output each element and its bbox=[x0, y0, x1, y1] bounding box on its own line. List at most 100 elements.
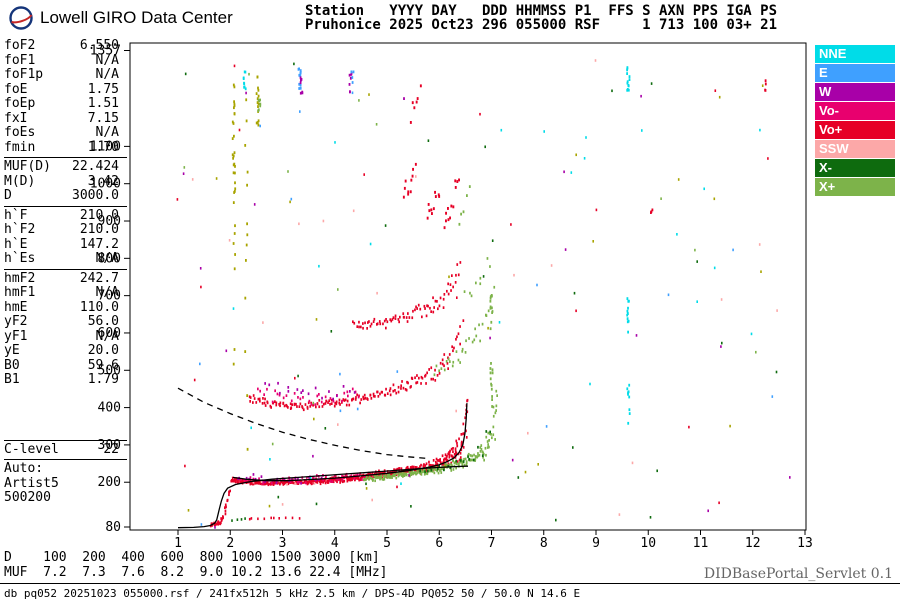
legend-item-e: E bbox=[815, 64, 895, 82]
x-tick-label: 11 bbox=[693, 536, 709, 551]
param-value: 1.70 bbox=[87, 139, 119, 155]
scaled-trace-fit bbox=[232, 403, 468, 482]
param-group-divider bbox=[4, 268, 127, 270]
legend-item-x+: X+ bbox=[815, 178, 895, 196]
param-label: h`E bbox=[4, 236, 28, 252]
param-label: hmE bbox=[4, 299, 28, 315]
param-label: B0 bbox=[4, 357, 20, 373]
param-row: hmE 110.0 bbox=[4, 299, 127, 316]
param-row: hmF2 242.7 bbox=[4, 270, 127, 287]
logo-text: Lowell GIRO Data Center bbox=[40, 8, 233, 27]
param-row: h`F 210.0 bbox=[4, 207, 127, 224]
y-tick-label: 80 bbox=[105, 520, 121, 535]
param-row: M(D) 3.42 bbox=[4, 173, 127, 190]
legend-item-ssw: SSW bbox=[815, 140, 895, 158]
param-label: yE bbox=[4, 343, 20, 358]
true-height-profile bbox=[177, 465, 468, 529]
param-row: h`E 147.2 bbox=[4, 236, 127, 253]
footer-divider bbox=[0, 583, 900, 584]
muf-row: MUF 7.2 7.3 7.6 8.2 9.0 10.2 13.6 22.4 [… bbox=[4, 564, 388, 580]
param-row: h`F2 210.0 bbox=[4, 222, 127, 238]
param-label: foEs bbox=[4, 125, 36, 140]
param-value: 56.0 bbox=[87, 314, 119, 329]
y-tick-label: 300 bbox=[98, 438, 121, 453]
station-header: Station YYYY DAY DDD HHMMSS P1 FFS S AXN… bbox=[305, 4, 777, 32]
y-tick-label: 400 bbox=[98, 401, 121, 416]
param-value: N/A bbox=[95, 328, 119, 344]
c-level-divider-top bbox=[4, 439, 127, 441]
x-tick-label: 10 bbox=[640, 536, 656, 551]
param-value: 3.42 bbox=[87, 173, 119, 189]
echo-direction-legend: NNE E W Vo- Vo+ SSW X- X+ bbox=[815, 45, 895, 197]
param-value: N/A bbox=[95, 125, 119, 140]
param-value: 20.0 bbox=[87, 343, 119, 358]
autoscaling-line: Artist5 bbox=[4, 475, 59, 491]
param-row: yF2 56.0 bbox=[4, 314, 127, 330]
giro-globe-icon bbox=[9, 6, 33, 30]
param-value: 7.15 bbox=[87, 110, 119, 126]
param-label: D bbox=[4, 188, 12, 203]
param-value: N/A bbox=[95, 67, 119, 82]
legend-item-w: W bbox=[815, 83, 895, 101]
legend-item-vo-: Vo- bbox=[815, 102, 895, 120]
param-label: foE bbox=[4, 81, 28, 97]
param-label: yF2 bbox=[4, 314, 28, 329]
c-level-divider-bottom bbox=[4, 459, 127, 460]
param-row: yF1 N/A bbox=[4, 328, 127, 345]
x-tick-label: 8 bbox=[540, 536, 548, 551]
param-value: N/A bbox=[95, 52, 119, 68]
param-value: 242.7 bbox=[79, 270, 119, 286]
param-value: 1.75 bbox=[87, 81, 119, 97]
station-header-line2: Pruhonice 2025 Oct23 296 055000 RSF 1 71… bbox=[305, 17, 778, 33]
param-row: foEp 1.51 bbox=[4, 96, 127, 112]
x-tick-label: 12 bbox=[745, 536, 761, 551]
x-tick-label: 7 bbox=[488, 536, 496, 551]
param-value: N/A bbox=[95, 285, 119, 300]
y-tick-label: 700 bbox=[98, 289, 121, 304]
param-label: MUF(D) bbox=[4, 159, 51, 174]
param-row: D 3000.0 bbox=[4, 188, 127, 204]
y-tick-label: 1100 bbox=[90, 139, 121, 154]
param-label: hmF2 bbox=[4, 270, 36, 286]
param-label: foEp bbox=[4, 96, 36, 111]
y-tick-label: 900 bbox=[98, 214, 121, 229]
param-value: 3000.0 bbox=[72, 188, 119, 203]
param-label: M(D) bbox=[4, 173, 36, 189]
param-label: B1 bbox=[4, 372, 20, 387]
param-value: 210.0 bbox=[79, 207, 119, 223]
y-tick-label: 500 bbox=[98, 363, 121, 378]
param-row: fxI 7.15 bbox=[4, 110, 127, 127]
param-row: B1 1.79 bbox=[4, 372, 127, 388]
param-label: fxI bbox=[4, 110, 28, 126]
y-tick-label: 1000 bbox=[90, 177, 121, 192]
param-value: 22.424 bbox=[72, 159, 119, 174]
plot-frame bbox=[129, 42, 807, 531]
param-row: MUF(D) 22.424 bbox=[4, 159, 127, 175]
station-header-line1: Station YYYY DAY DDD HHMMSS P1 FFS S AXN… bbox=[305, 3, 778, 19]
param-label: C-level bbox=[4, 441, 59, 457]
param-row: yE 20.0 bbox=[4, 343, 127, 359]
param-value: 1.51 bbox=[87, 96, 119, 111]
measurement-status-line: db pq052 20251023 055000.rsf / 241fx512h… bbox=[4, 587, 581, 600]
giro-logo: Lowell GIRO Data Center bbox=[8, 5, 233, 31]
x-tick-label: 6 bbox=[435, 536, 443, 551]
x-tick-label: 3 bbox=[279, 536, 287, 551]
legend-item-vo+: Vo+ bbox=[815, 121, 895, 139]
param-value: N/A bbox=[95, 251, 119, 266]
distance-row: D 100 200 400 600 800 1000 1500 3000 [km… bbox=[4, 550, 380, 565]
y-tick-label: 1357 bbox=[90, 43, 121, 58]
param-row: foF1p N/A bbox=[4, 67, 127, 83]
param-value: 59.6 bbox=[87, 357, 119, 373]
transmission-curve-dashed bbox=[177, 387, 427, 459]
param-label: foF2 bbox=[4, 38, 36, 53]
y-tick-label: 200 bbox=[98, 475, 121, 490]
param-row: foF2 6.550 bbox=[4, 38, 127, 54]
x-tick-label: 9 bbox=[592, 536, 600, 551]
x-tick-label: 1 bbox=[174, 536, 182, 551]
param-value: 1.79 bbox=[87, 372, 119, 387]
confidence-level-row: C-level 22 bbox=[4, 441, 127, 458]
param-row: hmF1 N/A bbox=[4, 285, 127, 301]
param-row: foF1 N/A bbox=[4, 52, 127, 69]
